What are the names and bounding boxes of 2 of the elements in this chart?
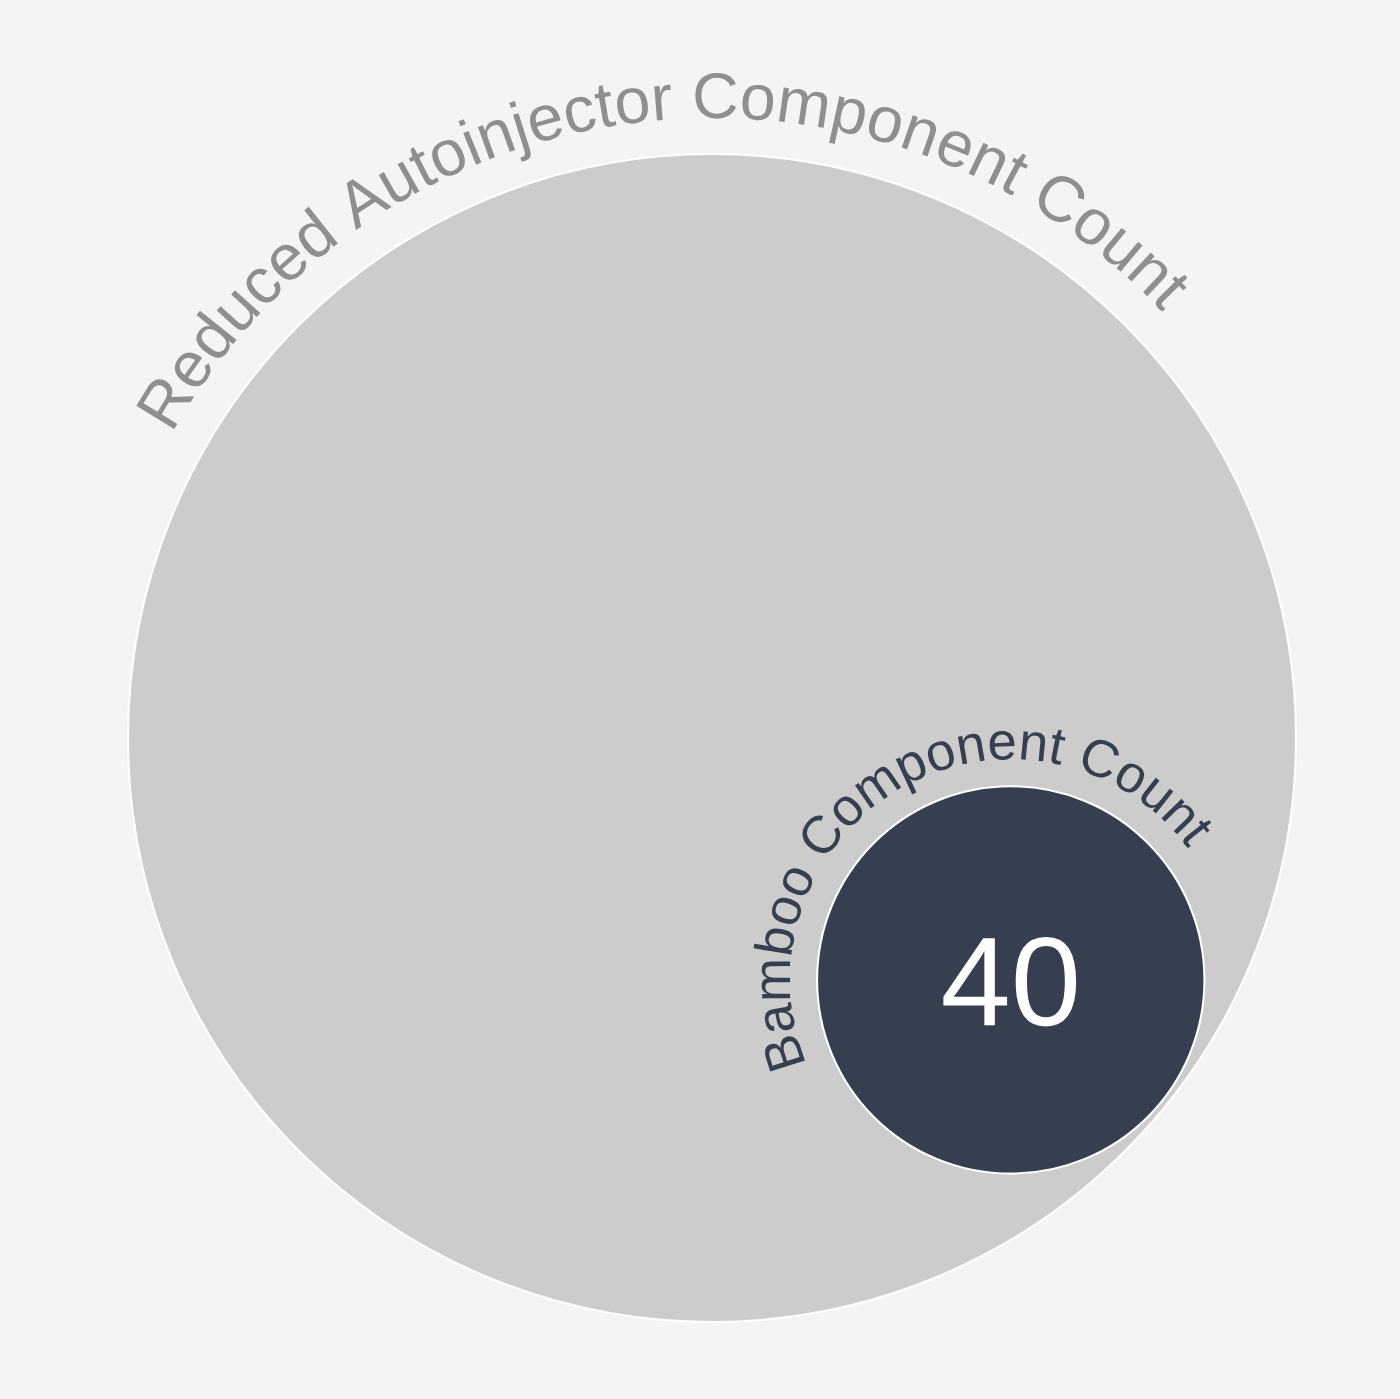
data-label: 40 (943, 936, 1077, 1027)
category-label: Reduced Autoinjector Component Count (136, 72, 1193, 430)
